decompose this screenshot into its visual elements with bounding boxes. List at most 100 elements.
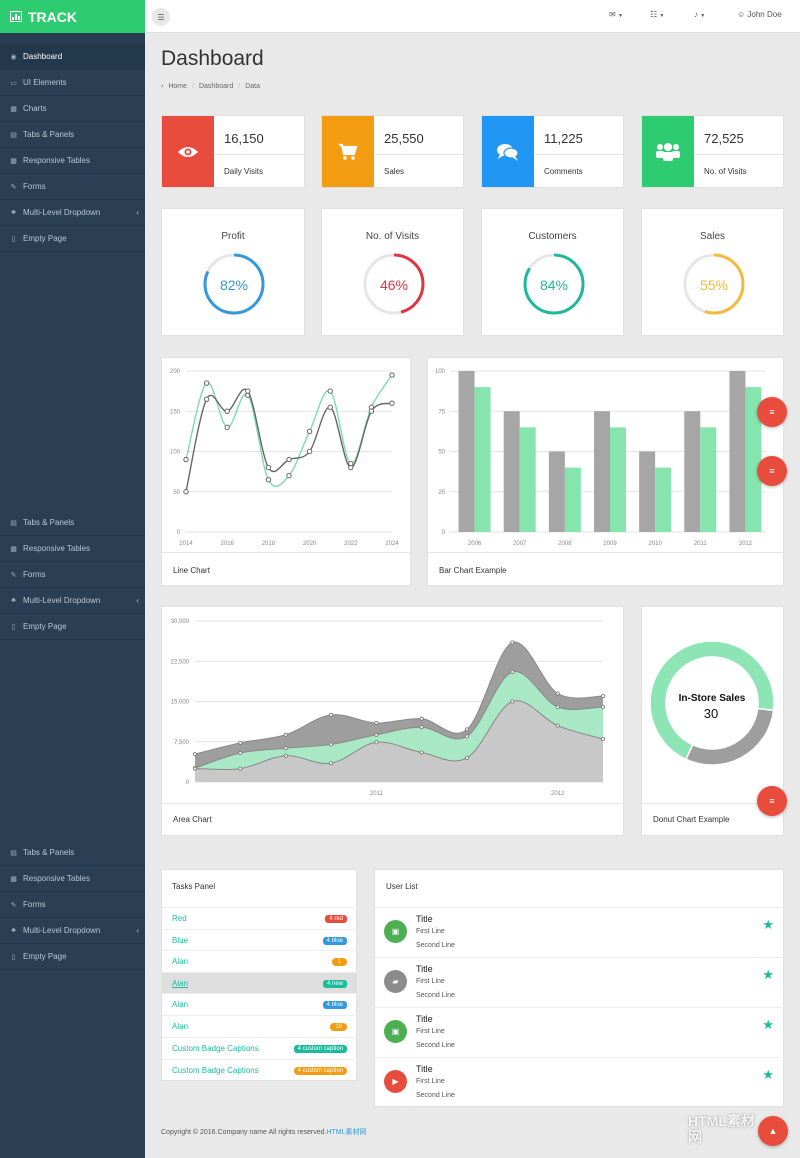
- gauge-arc: [363, 253, 425, 315]
- list-item[interactable]: Alan 4 blue: [162, 993, 357, 1015]
- file-icon: ▯: [11, 953, 16, 961]
- sidebar-item-responsive-tables[interactable]: ▦ Responsive Tables: [0, 148, 145, 174]
- sidebar-item-label: Dashboard: [23, 52, 63, 61]
- y-tick-label: 25: [438, 490, 445, 496]
- list-item[interactable]: Custom Badge Captions 4 custom caption: [162, 1059, 357, 1081]
- footer-link[interactable]: HTML素材网: [326, 1129, 367, 1136]
- data-point: [192, 766, 197, 771]
- tasks-dropdown[interactable]: ☷ ▼: [650, 10, 664, 19]
- breadcrumb: › Home / Dashboard / Data: [161, 83, 260, 90]
- dashboard-icon: ◉: [10, 53, 17, 61]
- list-item[interactable]: Alan 4 new: [162, 972, 357, 994]
- brand-name: TRACK: [28, 8, 77, 25]
- chart-title: Donut Chart Example: [653, 815, 730, 824]
- list-item[interactable]: ▶ Title First Line Second Line ★: [375, 1057, 784, 1107]
- x-tick-label: 2020: [303, 541, 317, 547]
- data-point: [192, 752, 197, 757]
- alerts-dropdown[interactable]: ♪ ▼: [694, 10, 705, 19]
- table-icon: ▦: [10, 875, 17, 883]
- task-label: Alan: [172, 979, 189, 988]
- play-icon: ▶: [384, 1070, 407, 1093]
- sidebar-item-ui-elements[interactable]: ▭ UI Elements: [0, 70, 145, 96]
- sidebar-item-forms[interactable]: ✎ Forms: [0, 174, 145, 200]
- data-point: [555, 691, 560, 696]
- donut-center-value: 30: [703, 706, 719, 721]
- breadcrumb-dashboard[interactable]: Dashboard: [198, 83, 234, 90]
- bar: [503, 411, 520, 532]
- sidebar-item-label: Tabs & Panels: [23, 848, 75, 857]
- star-icon[interactable]: ★: [762, 967, 774, 982]
- data-point: [238, 766, 243, 771]
- series-line: [194, 671, 604, 769]
- sidebar-item-multi-level-dropdown[interactable]: ♣ Multi-Level Dropdown ‹: [0, 588, 145, 614]
- sidebar-item-multi-level-dropdown[interactable]: ♣ Multi-Level Dropdown ‹: [0, 200, 145, 226]
- gauge-card-customers: Customers 84%: [481, 208, 624, 336]
- star-icon[interactable]: ★: [762, 1017, 774, 1032]
- sidebar-item-empty-page[interactable]: ▯ Empty Page: [0, 944, 145, 970]
- chart-menu-button[interactable]: ≡: [757, 456, 787, 486]
- y-tick-label: 0: [186, 780, 190, 786]
- list-item[interactable]: ▣ Title First Line Second Line ★: [375, 1007, 784, 1057]
- x-tick-label: 2022: [344, 541, 358, 547]
- breadcrumb-home[interactable]: Home: [168, 83, 188, 90]
- stat-value: 16,150: [224, 131, 264, 146]
- data-point: [600, 704, 605, 709]
- stat-card-daily-visits: 16,150 Daily Visits: [161, 115, 305, 188]
- task-badge: 16: [330, 1022, 347, 1031]
- data-point: [600, 694, 605, 699]
- menu-icon: ≡: [769, 466, 775, 476]
- item-line-2: Second Line: [416, 1042, 455, 1049]
- sidebar-item-responsive-tables[interactable]: ▦ Responsive Tables: [0, 536, 145, 562]
- sidebar-item-forms[interactable]: ✎ Forms: [0, 892, 145, 918]
- eye-icon: [162, 116, 214, 187]
- area-chart: 0 7,500 15,000 22,500 30,000 2011 2012: [171, 619, 605, 797]
- sidebar-item-forms[interactable]: ✎ Forms: [0, 562, 145, 588]
- sidebar-item-charts[interactable]: ▦ Charts: [0, 96, 145, 122]
- y-tick-label: 150: [170, 409, 181, 415]
- item-title: Title: [416, 1064, 433, 1074]
- menu-toggle-button[interactable]: ☰: [152, 8, 170, 26]
- sidebar-item-tabs-panels[interactable]: ▤ Tabs & Panels: [0, 510, 145, 536]
- data-point: [283, 746, 288, 751]
- bar: [700, 427, 717, 532]
- user-name: John Doe: [747, 10, 782, 19]
- list-item[interactable]: Alan 1: [162, 950, 357, 972]
- stat-card-comments: 11,225 Comments: [481, 115, 624, 188]
- sidebar-item-empty-page[interactable]: ▯ Empty Page: [0, 614, 145, 640]
- sidebar-item-multi-level-dropdown[interactable]: ♣ Multi-Level Dropdown ‹: [0, 918, 145, 944]
- data-point: [183, 456, 189, 463]
- list-item[interactable]: Alan 16: [162, 1015, 357, 1037]
- y-tick-label: 50: [173, 490, 180, 496]
- list-item[interactable]: ▣ Title First Line Second Line ★: [375, 907, 784, 957]
- gauge-card-sales: Sales 55%: [641, 208, 784, 336]
- sidebar-item-tabs-panels[interactable]: ▤ Tabs & Panels: [0, 122, 145, 148]
- star-icon[interactable]: ★: [762, 1067, 774, 1082]
- gauge-ring: [523, 253, 585, 315]
- edit-icon: ✎: [10, 183, 17, 191]
- list-item[interactable]: Red 4 red: [162, 907, 357, 929]
- scroll-top-button[interactable]: ▲: [758, 1116, 788, 1146]
- chart-menu-button[interactable]: ≡: [757, 397, 787, 427]
- user-dropdown[interactable]: ☺ John Doe: [737, 10, 782, 19]
- sidebar-item-responsive-tables[interactable]: ▦ Responsive Tables: [0, 866, 145, 892]
- list-item[interactable]: Custom Badge Captions 4 custom caption: [162, 1037, 357, 1059]
- chevron-right-icon: ›: [161, 83, 164, 90]
- y-tick-label: 30,000: [171, 619, 190, 625]
- data-point: [306, 428, 313, 435]
- tasks-icon: ☷: [650, 10, 658, 19]
- sidebar-item-dashboard[interactable]: ◉ Dashboard: [0, 44, 145, 70]
- messages-dropdown[interactable]: ✉ ▼: [609, 10, 623, 19]
- donut-chart: [649, 640, 775, 766]
- hamburger-icon: ☰: [157, 12, 165, 22]
- sidebar-item-empty-page[interactable]: ▯ Empty Page: [0, 226, 145, 252]
- star-icon[interactable]: ★: [762, 917, 774, 932]
- gauge-card-profit: Profit 82%: [161, 208, 305, 336]
- task-label: Blue: [172, 936, 189, 945]
- list-item[interactable]: Blue 4 blue: [162, 929, 357, 951]
- list-item[interactable]: ▰ Title First Line Second Line ★: [375, 957, 784, 1007]
- chart-menu-button[interactable]: ≡: [757, 786, 787, 816]
- data-point: [286, 456, 292, 463]
- data-point: [419, 716, 424, 721]
- brand[interactable]: TRACK: [0, 0, 145, 33]
- sidebar-item-tabs-panels[interactable]: ▤ Tabs & Panels: [0, 840, 145, 866]
